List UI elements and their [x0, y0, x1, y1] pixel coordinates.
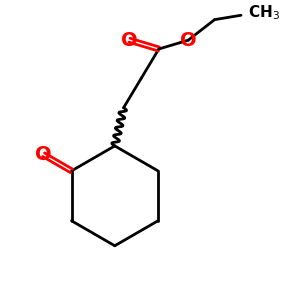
Text: CH$_3$: CH$_3$	[248, 3, 280, 22]
Text: O: O	[121, 31, 138, 50]
Text: O: O	[35, 145, 52, 164]
Text: O: O	[180, 31, 196, 50]
